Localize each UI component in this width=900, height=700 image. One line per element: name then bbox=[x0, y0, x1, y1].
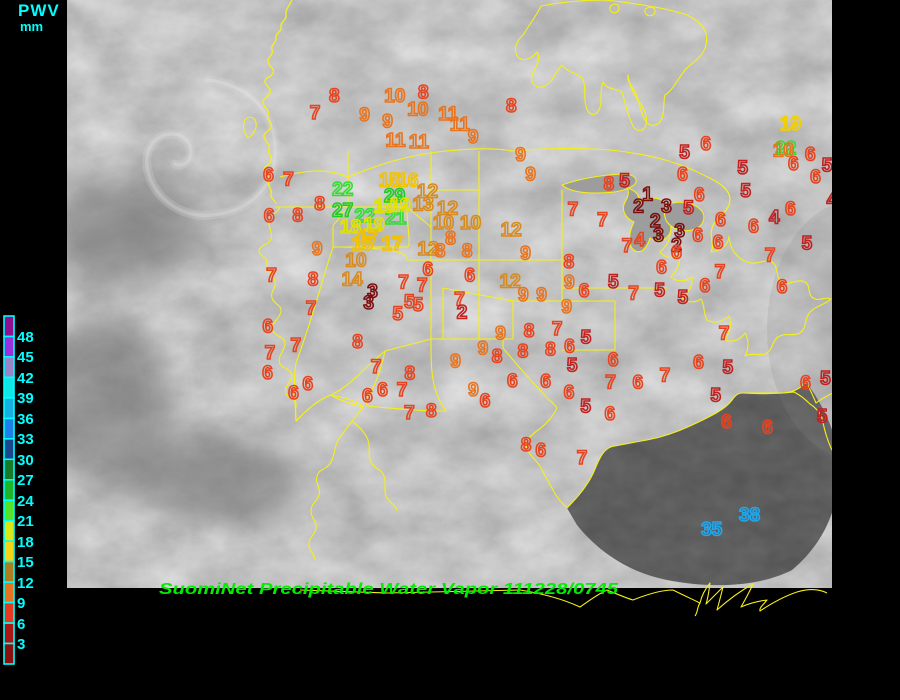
svg-text:12: 12 bbox=[17, 575, 34, 592]
svg-text:PWV: PWV bbox=[18, 1, 60, 20]
svg-text:27: 27 bbox=[17, 472, 34, 489]
svg-text:33: 33 bbox=[17, 431, 34, 448]
svg-text:39: 39 bbox=[17, 390, 34, 407]
svg-text:48: 48 bbox=[17, 329, 34, 346]
svg-text:9: 9 bbox=[17, 595, 25, 612]
svg-text:45: 45 bbox=[17, 349, 34, 366]
svg-text:6: 6 bbox=[17, 616, 25, 633]
svg-text:3: 3 bbox=[17, 636, 25, 653]
svg-text:15: 15 bbox=[17, 554, 34, 571]
svg-text:mm: mm bbox=[20, 19, 43, 34]
svg-text:24: 24 bbox=[17, 493, 34, 510]
svg-text:36: 36 bbox=[17, 411, 34, 428]
svg-text:30: 30 bbox=[17, 452, 34, 469]
svg-text:18: 18 bbox=[17, 534, 34, 551]
svg-text:SuomiNet Precipitable Water Va: SuomiNet Precipitable Water Vapor 111228… bbox=[159, 581, 619, 598]
svg-text:42: 42 bbox=[17, 370, 34, 387]
svg-text:21: 21 bbox=[17, 513, 34, 530]
